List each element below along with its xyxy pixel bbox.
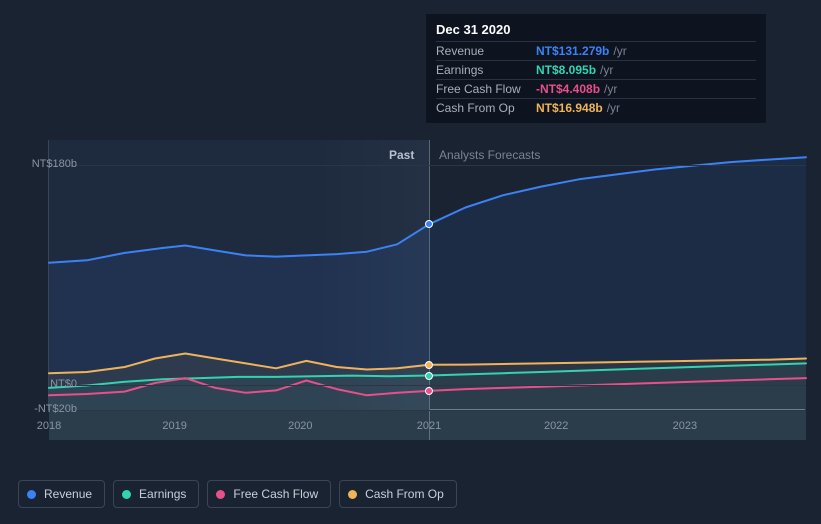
tooltip-row: EarningsNT$8.095b/yr: [436, 60, 756, 79]
x-axis-label: 2021: [417, 420, 441, 432]
tooltip-row-value: NT$8.095b: [536, 63, 596, 77]
tooltip-row-unit: /yr: [607, 101, 620, 115]
legend-label: Earnings: [139, 487, 186, 501]
tooltip-row: Cash From OpNT$16.948b/yr: [436, 98, 756, 117]
chart-lines-svg: [49, 140, 806, 440]
y-gridline: [49, 410, 806, 411]
tooltip-row-label: Free Cash Flow: [436, 82, 536, 96]
plot-area[interactable]: Past Analysts Forecasts NT$180bNT$0-NT$2…: [48, 140, 805, 410]
tooltip-row-unit: /yr: [604, 82, 617, 96]
chart-tooltip: Dec 31 2020 RevenueNT$131.279b/yrEarning…: [426, 14, 766, 123]
series-marker-cash_from_op: [425, 361, 433, 369]
x-axis-label: 2019: [162, 420, 186, 432]
financial-chart: Past Analysts Forecasts NT$180bNT$0-NT$2…: [18, 140, 805, 440]
tooltip-row-unit: /yr: [600, 63, 613, 77]
legend-item-cash-from-op[interactable]: Cash From Op: [339, 480, 457, 508]
x-axis-label: 2022: [544, 420, 568, 432]
y-axis-label: NT$180b: [21, 158, 77, 170]
legend-swatch-icon: [348, 490, 357, 499]
legend-swatch-icon: [216, 490, 225, 499]
tooltip-row-label: Cash From Op: [436, 101, 536, 115]
legend-swatch-icon: [122, 490, 131, 499]
chart-legend: Revenue Earnings Free Cash Flow Cash From O…: [18, 480, 457, 508]
series-marker-earnings: [425, 372, 433, 380]
tooltip-row-label: Revenue: [436, 44, 536, 58]
legend-item-free-cash-flow[interactable]: Free Cash Flow: [207, 480, 331, 508]
tooltip-row-value: -NT$4.408b: [536, 82, 600, 96]
legend-item-revenue[interactable]: Revenue: [18, 480, 105, 508]
tooltip-row: RevenueNT$131.279b/yr: [436, 41, 756, 60]
legend-label: Free Cash Flow: [233, 487, 318, 501]
series-marker-revenue: [425, 220, 433, 228]
legend-item-earnings[interactable]: Earnings: [113, 480, 199, 508]
legend-label: Cash From Op: [365, 487, 444, 501]
tooltip-row-value: NT$16.948b: [536, 101, 603, 115]
tooltip-row-value: NT$131.279b: [536, 44, 609, 58]
y-gridline: [49, 165, 806, 166]
tooltip-date: Dec 31 2020: [436, 22, 756, 37]
legend-label: Revenue: [44, 487, 92, 501]
tooltip-row: Free Cash Flow-NT$4.408b/yr: [436, 79, 756, 98]
tooltip-row-label: Earnings: [436, 63, 536, 77]
tooltip-row-unit: /yr: [613, 44, 626, 58]
x-axis-label: 2020: [288, 420, 312, 432]
legend-swatch-icon: [27, 490, 36, 499]
series-marker-free_cash_flow: [425, 387, 433, 395]
x-axis-label: 2018: [37, 420, 61, 432]
y-axis-label: NT$0: [21, 378, 77, 390]
x-axis-label: 2023: [673, 420, 697, 432]
y-axis-label: -NT$20b: [21, 403, 77, 415]
